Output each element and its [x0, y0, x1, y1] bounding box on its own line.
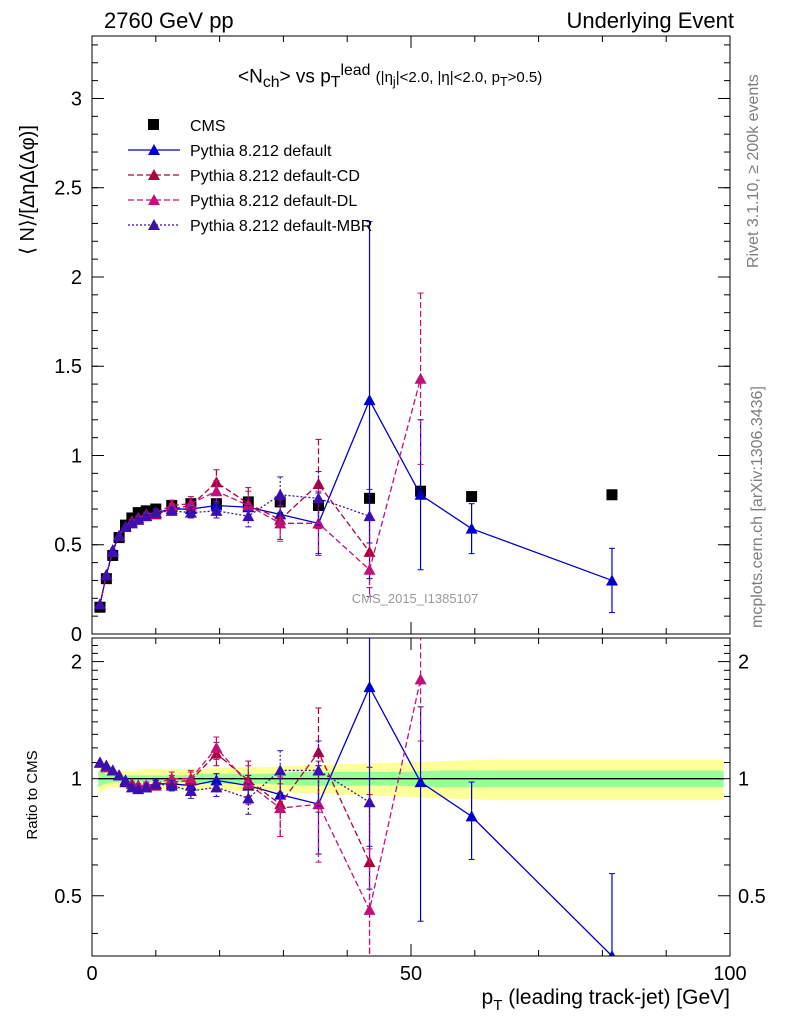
- pythia-8-212-default-mbr-ratio-point: [100, 759, 113, 771]
- pythia-8-212-default-mbr-point: [149, 506, 162, 518]
- x-tick-label: 50: [400, 963, 422, 985]
- pythia-8-212-default-mbr-ratio-point: [140, 781, 153, 793]
- pythia-8-212-default-mbr-point: [113, 529, 126, 541]
- pythia-8-212-default-mbr-ratio-point: [312, 764, 325, 776]
- y-tick-label: 0: [71, 624, 82, 646]
- plot-title: <Nch> vs pTlead (|ηj|<2.0, |η|<2.0, pT>0…: [238, 62, 543, 92]
- y-tick-label: 2.5: [54, 178, 82, 200]
- analysis-watermark: CMS_2015_I1385107: [352, 591, 479, 606]
- pythia-8-212-default-cd-point: [312, 478, 325, 490]
- pythia-8-212-default-mbr-point: [363, 510, 376, 522]
- pythia-8-212-default-mbr-ratio-point: [119, 776, 132, 788]
- main-panel: 0 0.5 1 1.5 2 2.5 3 ⟨ N⟩/[ΔηΔ(Δφ)] CMS Pythia 8.2…: [17, 35, 731, 646]
- pythia-8-212-default-mbr-ratio-point: [184, 784, 197, 796]
- ratio-y-tick-label: 2: [71, 652, 82, 674]
- pythia-8-212-default-point: [605, 574, 618, 586]
- pythia-8-212-default-mbr-ratio-point: [210, 781, 223, 793]
- legend-marker-pythia-8-212-default-mbr: [148, 219, 160, 230]
- pythia-8-212-default-point: [465, 522, 478, 534]
- legend-label-pythia-8-212-default-dl: Pythia 8.212 default-DL: [190, 193, 357, 210]
- pythia-8-212-default-cd-line: [99, 481, 371, 605]
- y-axis-label: ⟨ N⟩/[ΔηΔ(Δφ)]: [17, 125, 39, 255]
- pythia-8-212-default-mbr-point: [184, 506, 197, 518]
- pythia-8-212-default-dl-point: [274, 517, 287, 529]
- pythia-8-212-default-mbr-point: [165, 504, 178, 516]
- cms-point: [466, 491, 478, 503]
- main-frame: [91, 35, 731, 635]
- pythia-8-212-default-mbr-point: [210, 504, 223, 516]
- pythia-8-212-default-dl-point: [414, 372, 427, 384]
- pythia-8-212-default-mbr-point: [274, 488, 287, 500]
- pythia-8-212-default-dl-point: [363, 563, 376, 575]
- pythia-8-212-default-ratio-point: [465, 810, 478, 822]
- pythia-8-212-default-mbr-point: [132, 513, 145, 525]
- ratio-y-tick-label-right: 0.5: [738, 886, 766, 908]
- pythia-8-212-default-ratio-point: [363, 681, 376, 693]
- pythia-8-212-default-ratio-point: [414, 776, 427, 788]
- pythia-8-212-default-mbr-ratio-point: [149, 777, 162, 789]
- pythia-8-212-default-mbr-ratio-point: [113, 769, 126, 781]
- y-tick-label: 0.5: [54, 535, 82, 557]
- pythia-8-212-default-cd-point: [363, 545, 376, 557]
- pythia-8-212-default-mbr-ratio-point: [363, 796, 376, 808]
- legend-marker-pythia-8-212-default-dl: [148, 194, 160, 205]
- ratio-series-group: [93, 638, 616, 956]
- pythia-8-212-default-mbr-ratio-point: [106, 764, 119, 776]
- x-axis-label: pT (leading track-jet) [GeV]: [482, 986, 730, 1014]
- pythia-8-212-default-point: [414, 488, 427, 500]
- pythia-8-212-default-dl-ratio-point: [274, 802, 287, 814]
- ratio-y-axis-label: Ratio to CMS: [24, 750, 41, 839]
- pythia-8-212-default-mbr-ratio-line: [99, 761, 370, 803]
- y-tick-label: 2: [71, 267, 82, 289]
- y-tick-label: 1: [71, 445, 82, 467]
- pythia-8-212-default-mbr-point: [93, 598, 106, 610]
- pythia-8-212-default-dl-point: [184, 497, 197, 509]
- pythia-8-212-default-mbr-point: [100, 569, 113, 581]
- ratio-y-tick-label: 1: [71, 769, 82, 791]
- pythia-8-212-default-ratio-point: [608, 950, 616, 956]
- header-left-label: 2760 GeV pp: [104, 8, 234, 33]
- pythia-8-212-default-mbr-point: [125, 517, 138, 529]
- pythia-8-212-default-mbr-point: [242, 510, 255, 522]
- pythia-8-212-default-mbr-ratio-point: [165, 779, 178, 791]
- legend-marker-pythia-8-212-default: [148, 144, 160, 155]
- x-tick-label: 100: [713, 963, 746, 985]
- pythia-8-212-default-mbr-point: [106, 545, 119, 557]
- pythia-8-212-default-dl-ratio-point: [414, 673, 427, 685]
- pythia-8-212-default-dl-ratio-point: [165, 772, 178, 784]
- ratio-y-tick-label-right: 1: [738, 769, 749, 791]
- legend-label-pythia-8-212-default-cd: Pythia 8.212 default-CD: [190, 168, 360, 185]
- pythia-8-212-default-cd-ratio-point: [312, 746, 325, 758]
- legend-label-pythia-8-212-default-mbr: Pythia 8.212 default-MBR: [190, 218, 372, 235]
- pythia-8-212-default-mbr-point: [140, 510, 153, 522]
- pythia-8-212-default-mbr-ratio-point: [93, 756, 106, 768]
- pythia-8-212-default-mbr-ratio-point: [242, 792, 255, 804]
- cms-point: [606, 489, 618, 501]
- y-tick-label: 3: [71, 88, 82, 110]
- legend-label-pythia-8-212-default: Pythia 8.212 default: [190, 143, 332, 160]
- pythia-8-212-default-dl-ratio-point: [184, 772, 197, 784]
- pythia-8-212-default-ratio-line: [99, 685, 613, 956]
- ratio-y-tick-label-right: 2: [738, 652, 749, 674]
- pythia-8-212-default-mbr-line: [99, 494, 370, 605]
- y-tick-label: 1.5: [54, 356, 82, 378]
- legend-label-cms: CMS: [190, 118, 226, 135]
- pythia-8-212-default-dl-point: [210, 485, 223, 497]
- x-tick-label: 0: [86, 963, 97, 985]
- ratio-panel: 0.5 0.5 1 1 2 2 0 50 100 Ratio to CMS pT (leading …: [24, 637, 766, 1014]
- legend-marker-pythia-8-212-default-cd: [148, 169, 160, 180]
- ratio-y-tick-label: 0.5: [54, 886, 82, 908]
- pythia-8-212-default-mbr-point: [312, 492, 325, 504]
- header-right-label: Underlying Event: [566, 8, 734, 33]
- pythia-8-212-default-point: [363, 394, 376, 406]
- pythia-8-212-default-dl-ratio-point: [363, 903, 376, 915]
- pythia-8-212-default-mbr-point: [119, 520, 132, 532]
- pythia-8-212-default-mbr-ratio-point: [274, 764, 287, 776]
- pythia-8-212-default-dl-ratio-point: [210, 741, 223, 753]
- pythia-8-212-default-cd-ratio-point: [210, 747, 223, 759]
- legend-marker-cms: [148, 119, 159, 130]
